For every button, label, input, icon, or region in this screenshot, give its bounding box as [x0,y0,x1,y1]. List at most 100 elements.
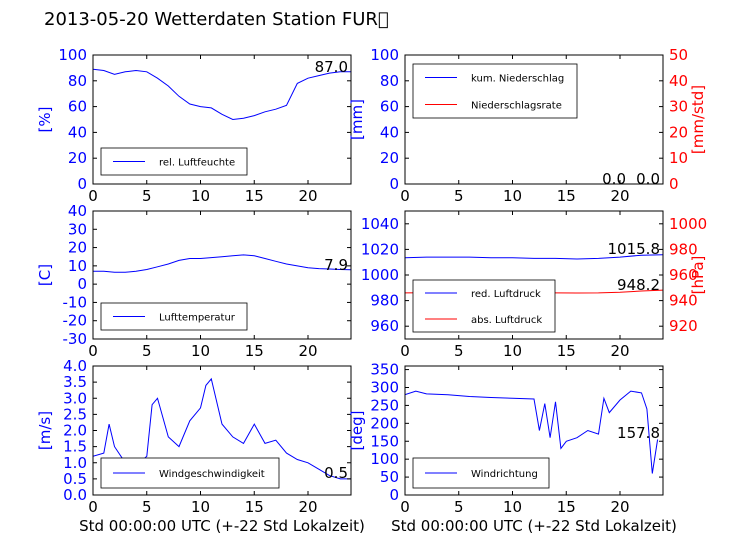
y-tick-label: 350 [370,361,399,379]
y-axis-label: [mm] [348,99,366,140]
y-tick-label: 60 [68,98,87,116]
x-tick-label: 10 [503,498,522,516]
y-right-tick-label: 0 [669,175,679,193]
x-tick-label: 15 [557,342,576,360]
series-line-1 [405,390,659,474]
legend-label: abs. Luftdruck [471,315,542,326]
x-tick-label: 0 [88,498,98,516]
y-tick-label: -10 [63,293,88,311]
y-tick-label: 300 [370,379,399,397]
y-tick-label: 60 [380,98,399,116]
legend-label: Niederschlagsrate [471,101,562,112]
y-tick-label: 40 [68,123,87,141]
y-tick-label: 40 [68,202,87,220]
y-tick-label: 0.5 [63,470,87,488]
axes-frame [92,54,352,185]
x-tick-label: 5 [454,342,464,360]
chart-panel-3: 0 5 10 15 20-30-20-10010203040[C]Lufttempera… [36,202,352,360]
x-tick-label: 0 [88,187,98,205]
current-value-readout-right: 948.2 [617,276,660,294]
x-tick-label: 0 [400,187,410,205]
y-tick-label: 50 [380,468,399,486]
y-tick-label: 960 [370,317,399,335]
legend-label: Windgeschwindigkeit [159,469,265,480]
y-tick-label: 0 [389,175,399,193]
y-tick-label: 20 [68,149,87,167]
x-tick-label: 5 [454,498,464,516]
x-axis-label: Std 00:00:00 UTC (+-22 Std Lokalzeit) [391,517,677,535]
y-tick-label: 0 [77,175,87,193]
y-tick-label: 980 [370,292,399,310]
y-tick-label: 150 [370,432,399,450]
y-right-axis-label: [hPa] [689,256,707,295]
y-tick-label: 1040 [361,215,399,233]
y-tick-label: 2.0 [63,422,87,440]
figure-title: 2013-05-20 Wetterdaten Station FUR  [44,9,389,30]
y-axis-label: [C] [36,264,54,286]
axes-frame [404,365,664,496]
y-tick-label: 40 [380,123,399,141]
current-value-readout: 7.9 [324,256,348,274]
y-right-tick-label: 1000 [669,215,707,233]
y-right-tick-label: 40 [669,72,688,90]
x-tick-label: 5 [142,342,152,360]
current-value-readout: 157.8 [617,424,660,442]
y-tick-label: 0 [389,486,399,504]
x-tick-label: 20 [298,342,317,360]
axes-frame [404,54,664,185]
legend-label: Lufttemperatur [159,313,236,324]
y-tick-label: 80 [380,72,399,90]
y-tick-label: 10 [68,257,87,275]
y-right-tick-label: 920 [669,317,698,335]
y-tick-label: 30 [68,220,87,238]
y-tick-label: 80 [68,72,87,90]
y-tick-label: 1000 [361,266,399,284]
x-tick-label: 0 [88,342,98,360]
x-tick-label: 10 [503,342,522,360]
y-tick-label: -30 [63,330,88,348]
y-right-axis-label: [mm/std] [689,85,707,154]
chart-panel-2: 0 5 10 15 20 0 20 40 60 80 100 0 10 20 30 40 50 [mm] [mm/s… [348,46,707,205]
y-right-tick-label: 960 [669,266,698,284]
x-tick-label: 15 [557,187,576,205]
y-tick-label: 250 [370,396,399,414]
x-tick-label: 20 [610,498,629,516]
current-value-readout: 0.5 [324,464,348,482]
x-tick-label: 15 [245,187,264,205]
chart-panel-4: 0 5 10 15 20 960 980 1000 1020 1040 920 940 960 980 10… [361,210,707,360]
current-value-readout: 1015.8 [608,240,661,258]
y-tick-label: 200 [370,414,399,432]
y-tick-label: 1.0 [63,454,87,472]
x-tick-label: 5 [142,187,152,205]
legend-label: kum. Niederschlag [471,74,564,85]
axes-frame [92,210,352,340]
current-value-readout: 0.0 [636,170,660,188]
y-tick-label: 0.0 [63,486,87,504]
x-tick-label: 20 [298,187,317,205]
y-tick-label: 100 [370,450,399,468]
y-tick-label: 20 [68,239,87,257]
x-tick-label: 0 [400,498,410,516]
y-axis-label: [deg] [348,411,366,451]
y-tick-label: -20 [63,312,88,330]
x-axis-label: Std 00:00:00 UTC (+-22 Std Lokalzeit) [79,517,365,535]
current-value-readout-right: 0.0 [602,170,626,188]
x-tick-label: 15 [557,498,576,516]
y-right-tick-label: 940 [669,292,698,310]
legend-label: rel. Luftfeuchte [159,158,235,169]
x-tick-label: 20 [610,187,629,205]
current-value-readout: 87.0 [315,58,348,76]
y-tick-label: 2.5 [63,405,87,423]
x-tick-label: 15 [245,498,264,516]
y-tick-label: 100 [58,46,87,64]
y-right-tick-label: 980 [669,240,698,258]
y-axis-label: [%] [36,107,54,133]
series-line-1 [93,254,351,273]
y-tick-label: 4.0 [63,357,87,375]
x-tick-label: 5 [142,498,152,516]
legend-box [412,63,578,119]
chart-panel-1: 0 5 10 15 20 0 20 40 60 80 100 [%] rel. Luftfeuchte 8… [36,46,352,205]
x-tick-label: 20 [610,342,629,360]
